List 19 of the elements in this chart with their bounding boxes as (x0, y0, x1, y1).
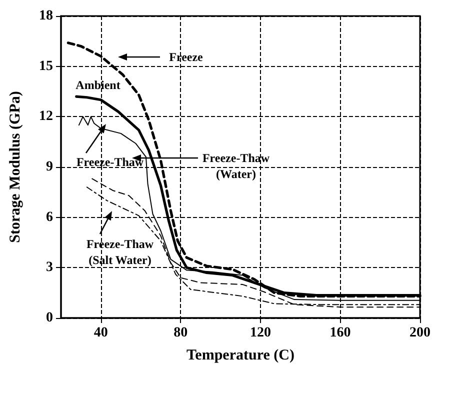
x-tick-label: 200 (410, 326, 430, 340)
y-tick-label: 18 (39, 8, 53, 24)
annotation: Freeze-Thaw (76, 154, 144, 170)
y-tick-label: 0 (46, 310, 53, 326)
y-tick-label: 12 (39, 109, 53, 124)
annotation: Freeze-Thaw (Salt Water) (86, 236, 154, 268)
x-tick-label: 120 (250, 326, 271, 340)
y-tick-label: 9 (46, 160, 53, 174)
y-axis-title: Storage Modulus (GPa) (8, 91, 24, 243)
y-tick-label: 15 (39, 58, 53, 74)
y-tick-label: 3 (46, 260, 53, 276)
x-axis-title: Temperature (C) (186, 348, 294, 364)
annotation: Freeze-Thaw (Water) (202, 150, 270, 182)
annotation: Freeze (169, 49, 203, 65)
annotation: Ambient (76, 77, 120, 93)
x-tick-label: 80 (174, 326, 188, 340)
x-tick-label: 160 (330, 326, 351, 340)
y-tick-label: 6 (46, 210, 53, 225)
x-tick-label: 40 (94, 326, 108, 340)
